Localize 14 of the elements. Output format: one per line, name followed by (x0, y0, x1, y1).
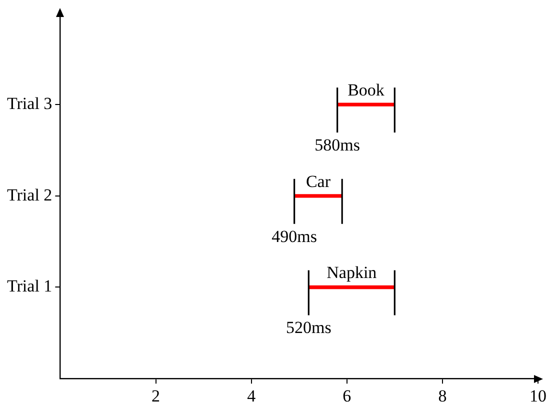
annotation: 490ms (272, 226, 317, 246)
x-tick-label: 2 (152, 386, 160, 406)
x-tick-label: 6 (342, 386, 352, 406)
y-tick-label: Trial 1 (6, 276, 52, 296)
y-tick-label: Trial 2 (6, 185, 52, 204)
data-label: Book (348, 80, 385, 100)
annotation: 520ms (286, 318, 332, 338)
y-tick-label: Trial 3 (6, 94, 52, 114)
x-tick-label: 8 (438, 386, 447, 406)
x-tick-label: 4 (247, 386, 256, 406)
data-label: Napkin (326, 263, 378, 282)
data-label: Car (306, 172, 331, 191)
x-tick-label: 10 (530, 386, 546, 406)
annotation: 580ms (314, 136, 360, 155)
